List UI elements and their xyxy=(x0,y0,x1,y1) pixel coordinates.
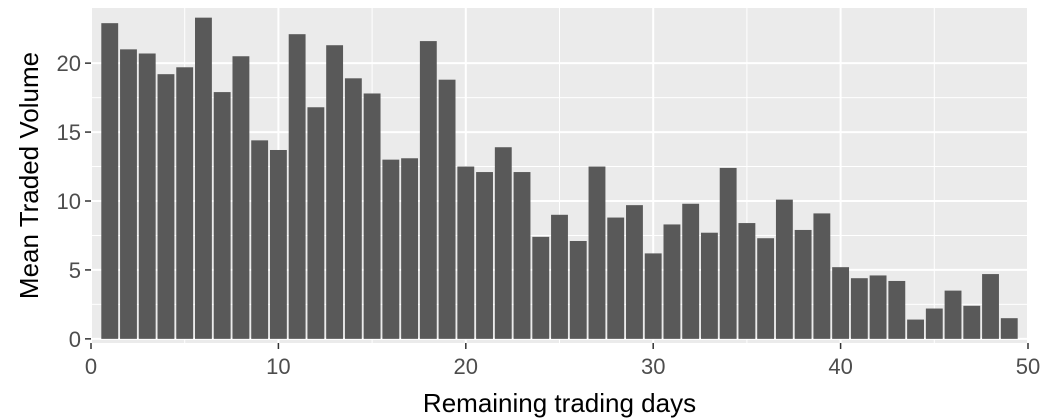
bars xyxy=(101,17,1018,339)
bar xyxy=(494,147,512,339)
bar xyxy=(925,308,943,339)
bar xyxy=(401,158,419,339)
bar xyxy=(963,305,981,339)
bar xyxy=(1000,318,1018,339)
bar xyxy=(644,253,662,339)
bar xyxy=(438,79,456,339)
bar xyxy=(213,92,231,339)
bar xyxy=(869,275,887,339)
bar xyxy=(982,274,999,339)
y-tick-label: 0 xyxy=(69,327,81,352)
bar xyxy=(569,240,587,339)
y-tick-label: 5 xyxy=(69,258,81,283)
y-tick-label: 10 xyxy=(57,189,81,214)
bar xyxy=(700,232,718,339)
bar xyxy=(719,167,737,339)
bar xyxy=(551,214,568,339)
bar xyxy=(738,223,756,339)
bar xyxy=(532,236,550,339)
x-tick-label: 0 xyxy=(85,354,97,379)
bar xyxy=(326,45,344,339)
bar xyxy=(288,34,306,339)
x-tick-label: 30 xyxy=(641,354,665,379)
bar xyxy=(363,93,381,339)
bar xyxy=(120,49,137,339)
bar xyxy=(138,53,156,339)
x-tick-label: 40 xyxy=(828,354,852,379)
bar xyxy=(832,267,850,339)
x-tick-label: 10 xyxy=(266,354,290,379)
bar xyxy=(176,67,194,339)
y-tick-label: 20 xyxy=(57,51,81,76)
bar xyxy=(344,78,362,339)
bar xyxy=(626,205,643,339)
y-axis: 0 5 10 15 20 xyxy=(57,51,91,352)
x-tick-label: 20 xyxy=(454,354,478,379)
bar xyxy=(775,199,793,339)
bar xyxy=(232,56,250,339)
bar xyxy=(888,280,906,339)
bar xyxy=(476,172,493,339)
bar xyxy=(607,217,625,339)
bar xyxy=(513,172,531,339)
bar xyxy=(101,23,119,339)
bar xyxy=(269,149,287,339)
bar xyxy=(157,74,175,339)
bar xyxy=(794,229,812,339)
bar xyxy=(307,107,325,339)
x-axis-title: Remaining trading days xyxy=(423,388,696,418)
bar xyxy=(382,159,400,339)
x-tick-label: 50 xyxy=(1016,354,1040,379)
bar xyxy=(195,17,212,339)
bar xyxy=(251,140,269,339)
y-axis-title: Mean Traded Volume xyxy=(14,52,44,299)
bar xyxy=(850,278,868,339)
x-axis: 0 10 20 30 40 50 xyxy=(85,343,1040,379)
bar xyxy=(457,166,475,339)
y-tick-label: 15 xyxy=(57,120,81,145)
bar xyxy=(419,41,437,339)
bar xyxy=(813,213,831,339)
bar xyxy=(682,203,700,339)
bar xyxy=(588,166,606,339)
bar xyxy=(663,224,681,339)
bar xyxy=(907,319,924,339)
bar xyxy=(757,238,775,339)
bar xyxy=(944,290,962,339)
